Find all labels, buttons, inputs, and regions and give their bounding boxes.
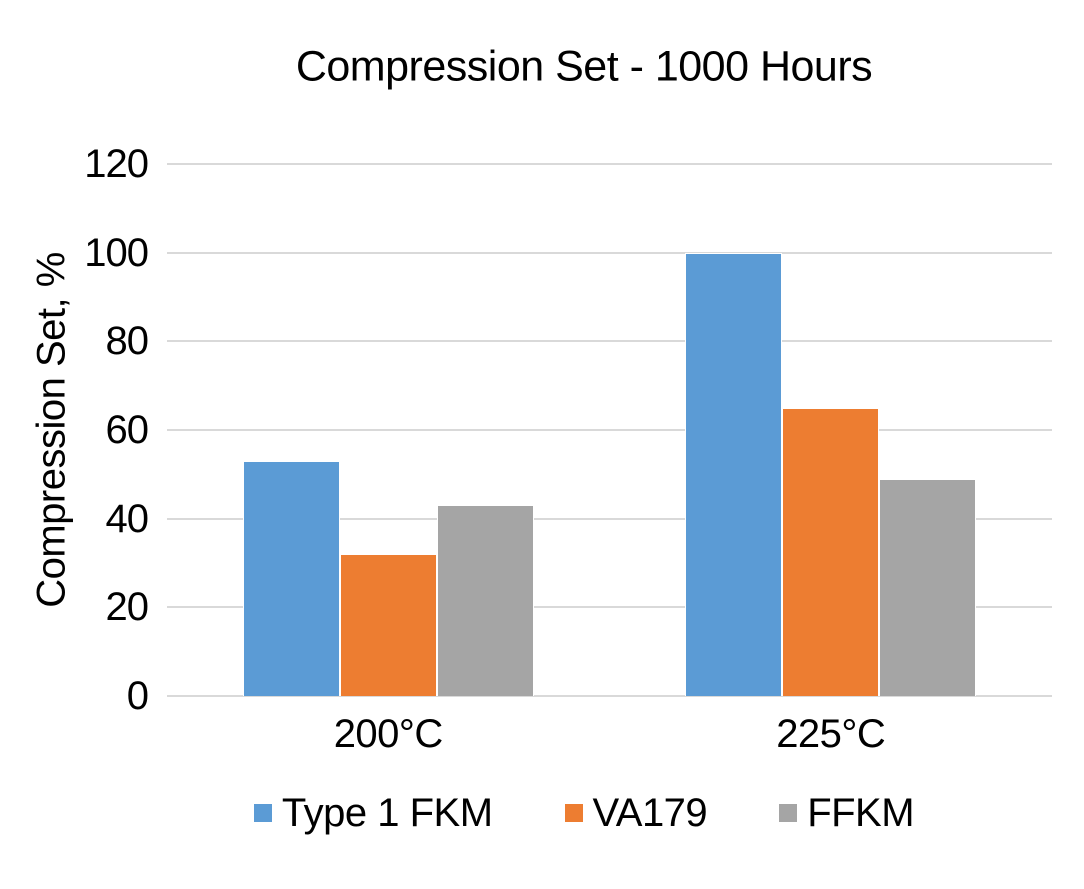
x-axis-label-225°C: 225°C (776, 712, 886, 756)
legend-label: FFKM (807, 790, 915, 835)
bar-type-1-fkm-225°C (685, 252, 783, 696)
plot-area (167, 163, 1053, 697)
bar-va179-225°C (782, 407, 880, 696)
legend-swatch-icon (564, 804, 583, 822)
bar-va179-200°C (339, 554, 437, 696)
gridline-y-60 (167, 429, 1052, 431)
gridline-y-40 (167, 517, 1052, 520)
legend-swatch-icon (253, 804, 272, 822)
legend-label: VA179 (592, 790, 708, 835)
y-tick-label-120: 120 (84, 142, 149, 186)
y-tick-label-100: 100 (84, 230, 149, 275)
bar-ffkm-225°C (879, 478, 977, 696)
y-tick-label-80: 80 (105, 319, 150, 364)
legend-label: Type 1 FKM (281, 790, 493, 835)
bar-group-225°C (610, 164, 1053, 696)
y-tick-label-20: 20 (105, 585, 150, 630)
bar-type-1-fkm-200°C (242, 461, 340, 696)
chart-title: Compression Set - 1000 Hours (295, 42, 873, 91)
y-tick-label-60: 60 (105, 408, 150, 452)
x-axis-labels: 200°C 225°C (167, 712, 1052, 756)
gridline-y-100 (167, 251, 1052, 254)
gridline-y-120 (167, 163, 1052, 165)
y-tick-label-40: 40 (105, 496, 150, 541)
legend: Type 1 FKM VA179 FFKM (42, 790, 1084, 836)
legend-item-ffkm: FFKM (779, 790, 915, 836)
gridline-y-20 (167, 606, 1052, 609)
legend-swatch-icon (779, 804, 798, 822)
y-tick-label-0: 0 (126, 674, 149, 718)
legend-item-type-1-fkm: Type 1 FKM (253, 790, 493, 836)
legend-item-va179: VA179 (564, 790, 708, 836)
bar-ffkm-200°C (436, 505, 534, 696)
bar-group-200°C (167, 164, 610, 696)
gridline-y-80 (167, 340, 1052, 343)
gridline-y-0 (167, 695, 1052, 697)
x-axis-label-200°C: 200°C (333, 712, 444, 756)
